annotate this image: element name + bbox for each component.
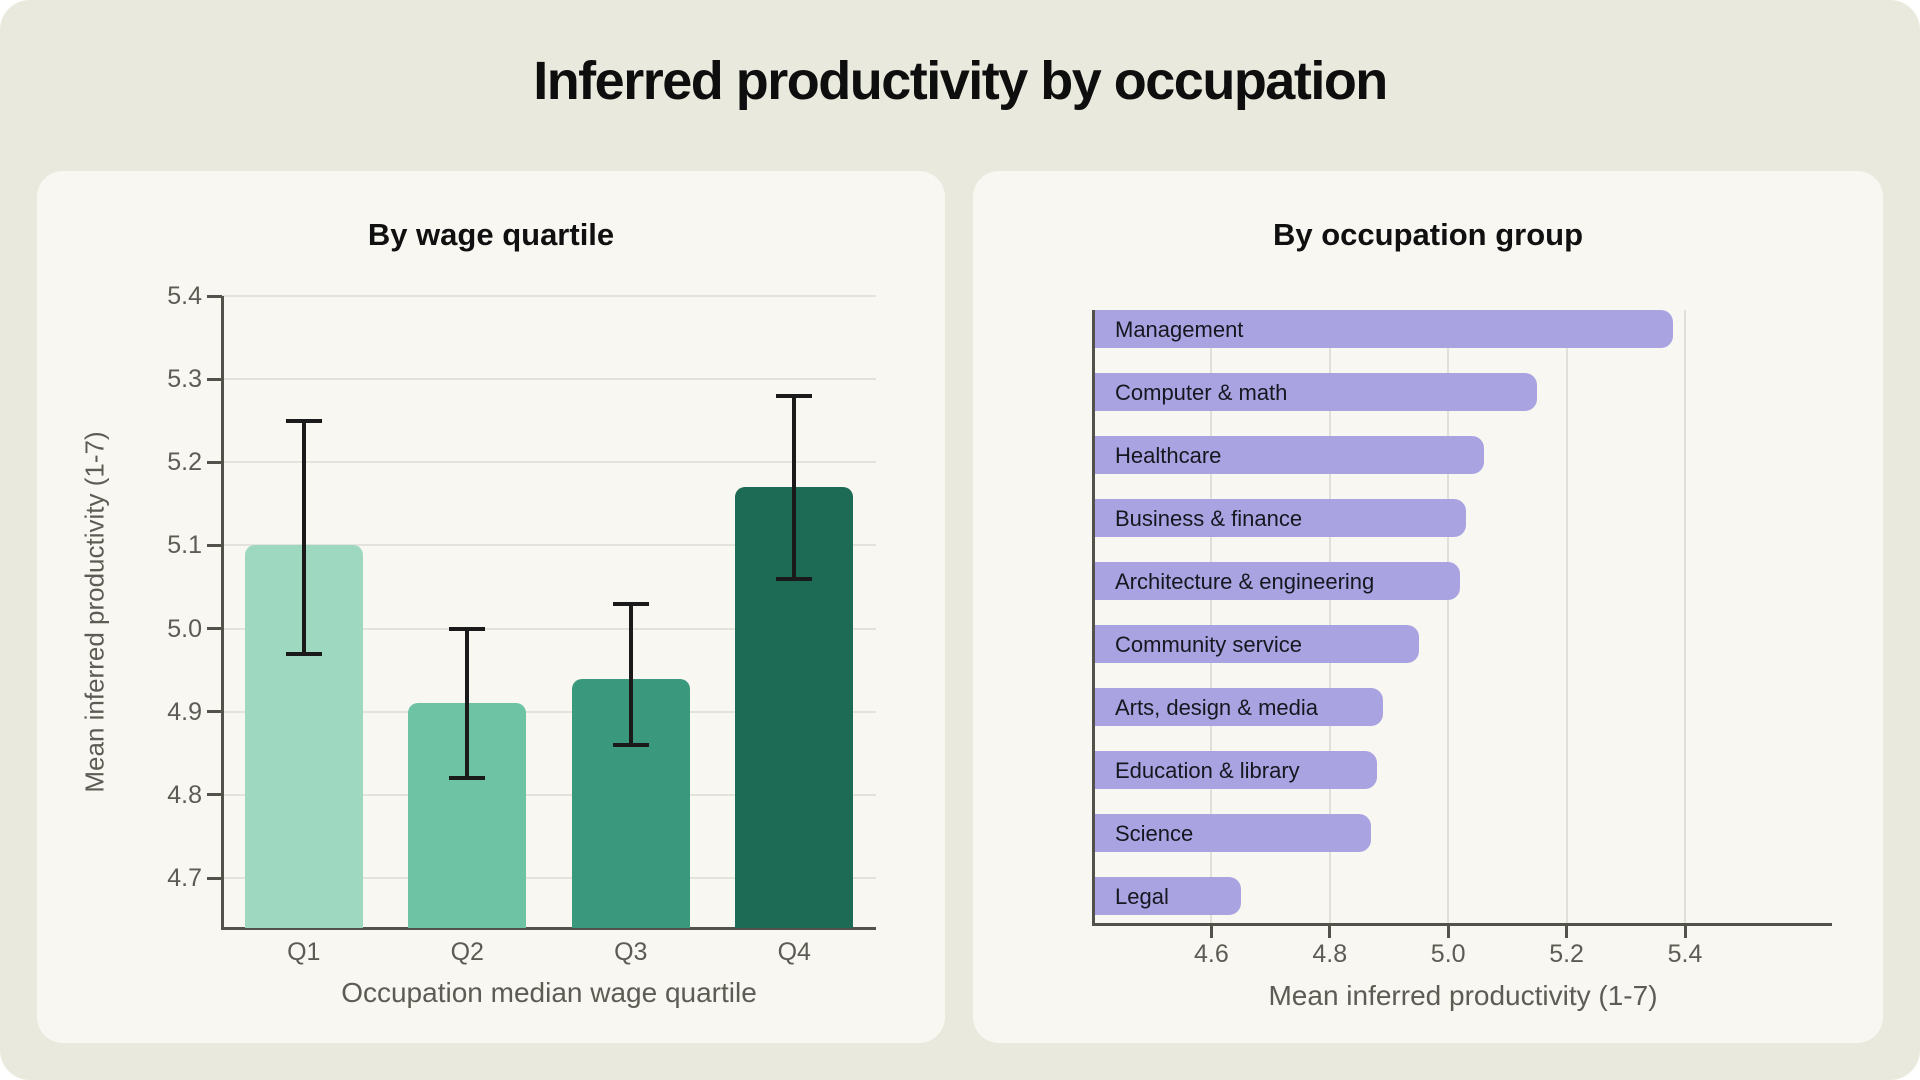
error-cap-top-q2 [449,626,486,631]
gridline-y [222,295,876,297]
error-cap-bottom-q3 [612,743,649,748]
x-tick-label-q2: Q2 [450,938,484,966]
y-tick [207,710,222,714]
bar-label-community-service: Community service [1115,632,1303,657]
x-tick-label: 5.0 [1430,940,1466,968]
error-cap-top-q3 [612,601,649,606]
gridline-y [222,877,876,880]
bar-arts-design-media [1093,688,1384,726]
bar-label-management: Management [1115,317,1244,342]
page-title: Inferred productivity by occupation [533,51,1388,111]
x-tick-label-q3: Q3 [614,938,648,966]
occupation-group-plot: 4.6 4.8 5.0 5.2 5.4 Management Computer & math… [1091,310,1833,968]
bar-architecture-engineering [1093,562,1461,600]
y-tick-label: 4.7 [167,864,202,893]
error-cap-bottom-q2 [449,776,486,781]
y-tick-label: 5.4 [167,282,202,310]
error-bar-q2 [465,628,470,779]
bar-science [1093,814,1372,852]
bar-legal [1093,877,1241,915]
x-tick [1328,924,1332,938]
bar-education-library [1093,751,1378,789]
bar-label-education-library: Education & library [1115,758,1300,783]
error-cap-bottom-q1 [285,651,322,656]
y-tick [207,543,222,547]
wage-y-axis-title: Mean inferred productivity (1-7) [79,431,110,793]
gridline-y [222,710,876,713]
occupation-x-axis-title: Mean inferred productivity (1-7) [1268,980,1658,1011]
bar-label-architecture-engineering: Architecture & engineering [1115,569,1375,594]
x-tick-label: 5.2 [1549,940,1584,968]
y-tick [207,627,222,631]
gridline-x [1328,310,1331,924]
y-tick-label: 5.0 [167,614,202,643]
y-tick [207,294,222,298]
error-bar-q3 [628,603,633,746]
gridline-y [222,793,876,796]
bar-healthcare [1093,436,1484,474]
gridline-x [1447,310,1450,924]
bar-label-computer-math: Computer & math [1115,380,1288,405]
y-tick-label: 4.9 [167,697,202,726]
wage-quartile-card: By wage quartile Mean inferred productiv… [37,171,945,1043]
gridline-y [222,544,876,547]
bar-label-healthcare: Healthcare [1115,443,1222,468]
gridline-x [1565,310,1568,924]
x-tick [1209,924,1213,938]
bar-label-legal: Legal [1115,884,1169,909]
bar-label-science: Science [1115,821,1194,846]
bar-business-finance [1093,499,1466,537]
x-tick-label: 5.4 [1667,940,1703,968]
error-bar-q1 [301,420,306,654]
x-axis-line [220,926,876,930]
bar-label-business-finance: Business & finance [1115,506,1303,531]
y-tick [207,876,222,880]
x-axis-line [1091,922,1832,926]
y-tick-label: 5.2 [167,448,202,477]
x-tick-label-q1: Q1 [287,938,321,966]
gridline-y [222,378,876,381]
x-tick [1683,924,1687,938]
wage-quartile-plot: 4.7 4.8 4.9 5.0 5.1 5.2 5.3 5.4 Q1 Q2 Q3 Q4 [167,282,876,966]
y-tick-label: 4.8 [167,780,202,809]
x-tick [1565,924,1569,938]
x-tick-label: 4.6 [1194,940,1229,968]
x-tick [1446,924,1450,938]
y-tick-label: 5.1 [167,531,202,560]
bar-label-arts-design-media: Arts, design & media [1115,695,1318,720]
x-tick-label-q4: Q4 [777,938,811,966]
bar-community-service [1093,625,1419,663]
bar-computer-math [1093,373,1537,411]
occupation-chart-title: By occupation group [1273,217,1583,252]
gridline-y [222,461,876,464]
y-tick [207,793,222,797]
wage-x-axis-title: Occupation median wage quartile [341,977,757,1008]
y-tick [207,377,222,381]
x-tick-label: 4.8 [1312,940,1348,968]
gridline-x [1210,310,1213,924]
bar-management [1093,310,1674,348]
error-cap-top-q4 [776,393,813,398]
gridline-y [222,627,876,630]
gridline-x [1684,310,1686,924]
occupation-group-card: By occupation group 4.6 4.8 5.0 5.2 5.4 Manag… [973,171,1883,1043]
error-bar-q4 [792,395,797,579]
error-cap-bottom-q4 [776,576,813,581]
y-tick-label: 5.3 [167,365,202,394]
wage-chart-title: By wage quartile [367,217,615,252]
y-axis-line [1091,310,1095,926]
y-tick [207,460,222,464]
error-cap-top-q1 [285,418,322,423]
y-axis-line [220,296,224,928]
